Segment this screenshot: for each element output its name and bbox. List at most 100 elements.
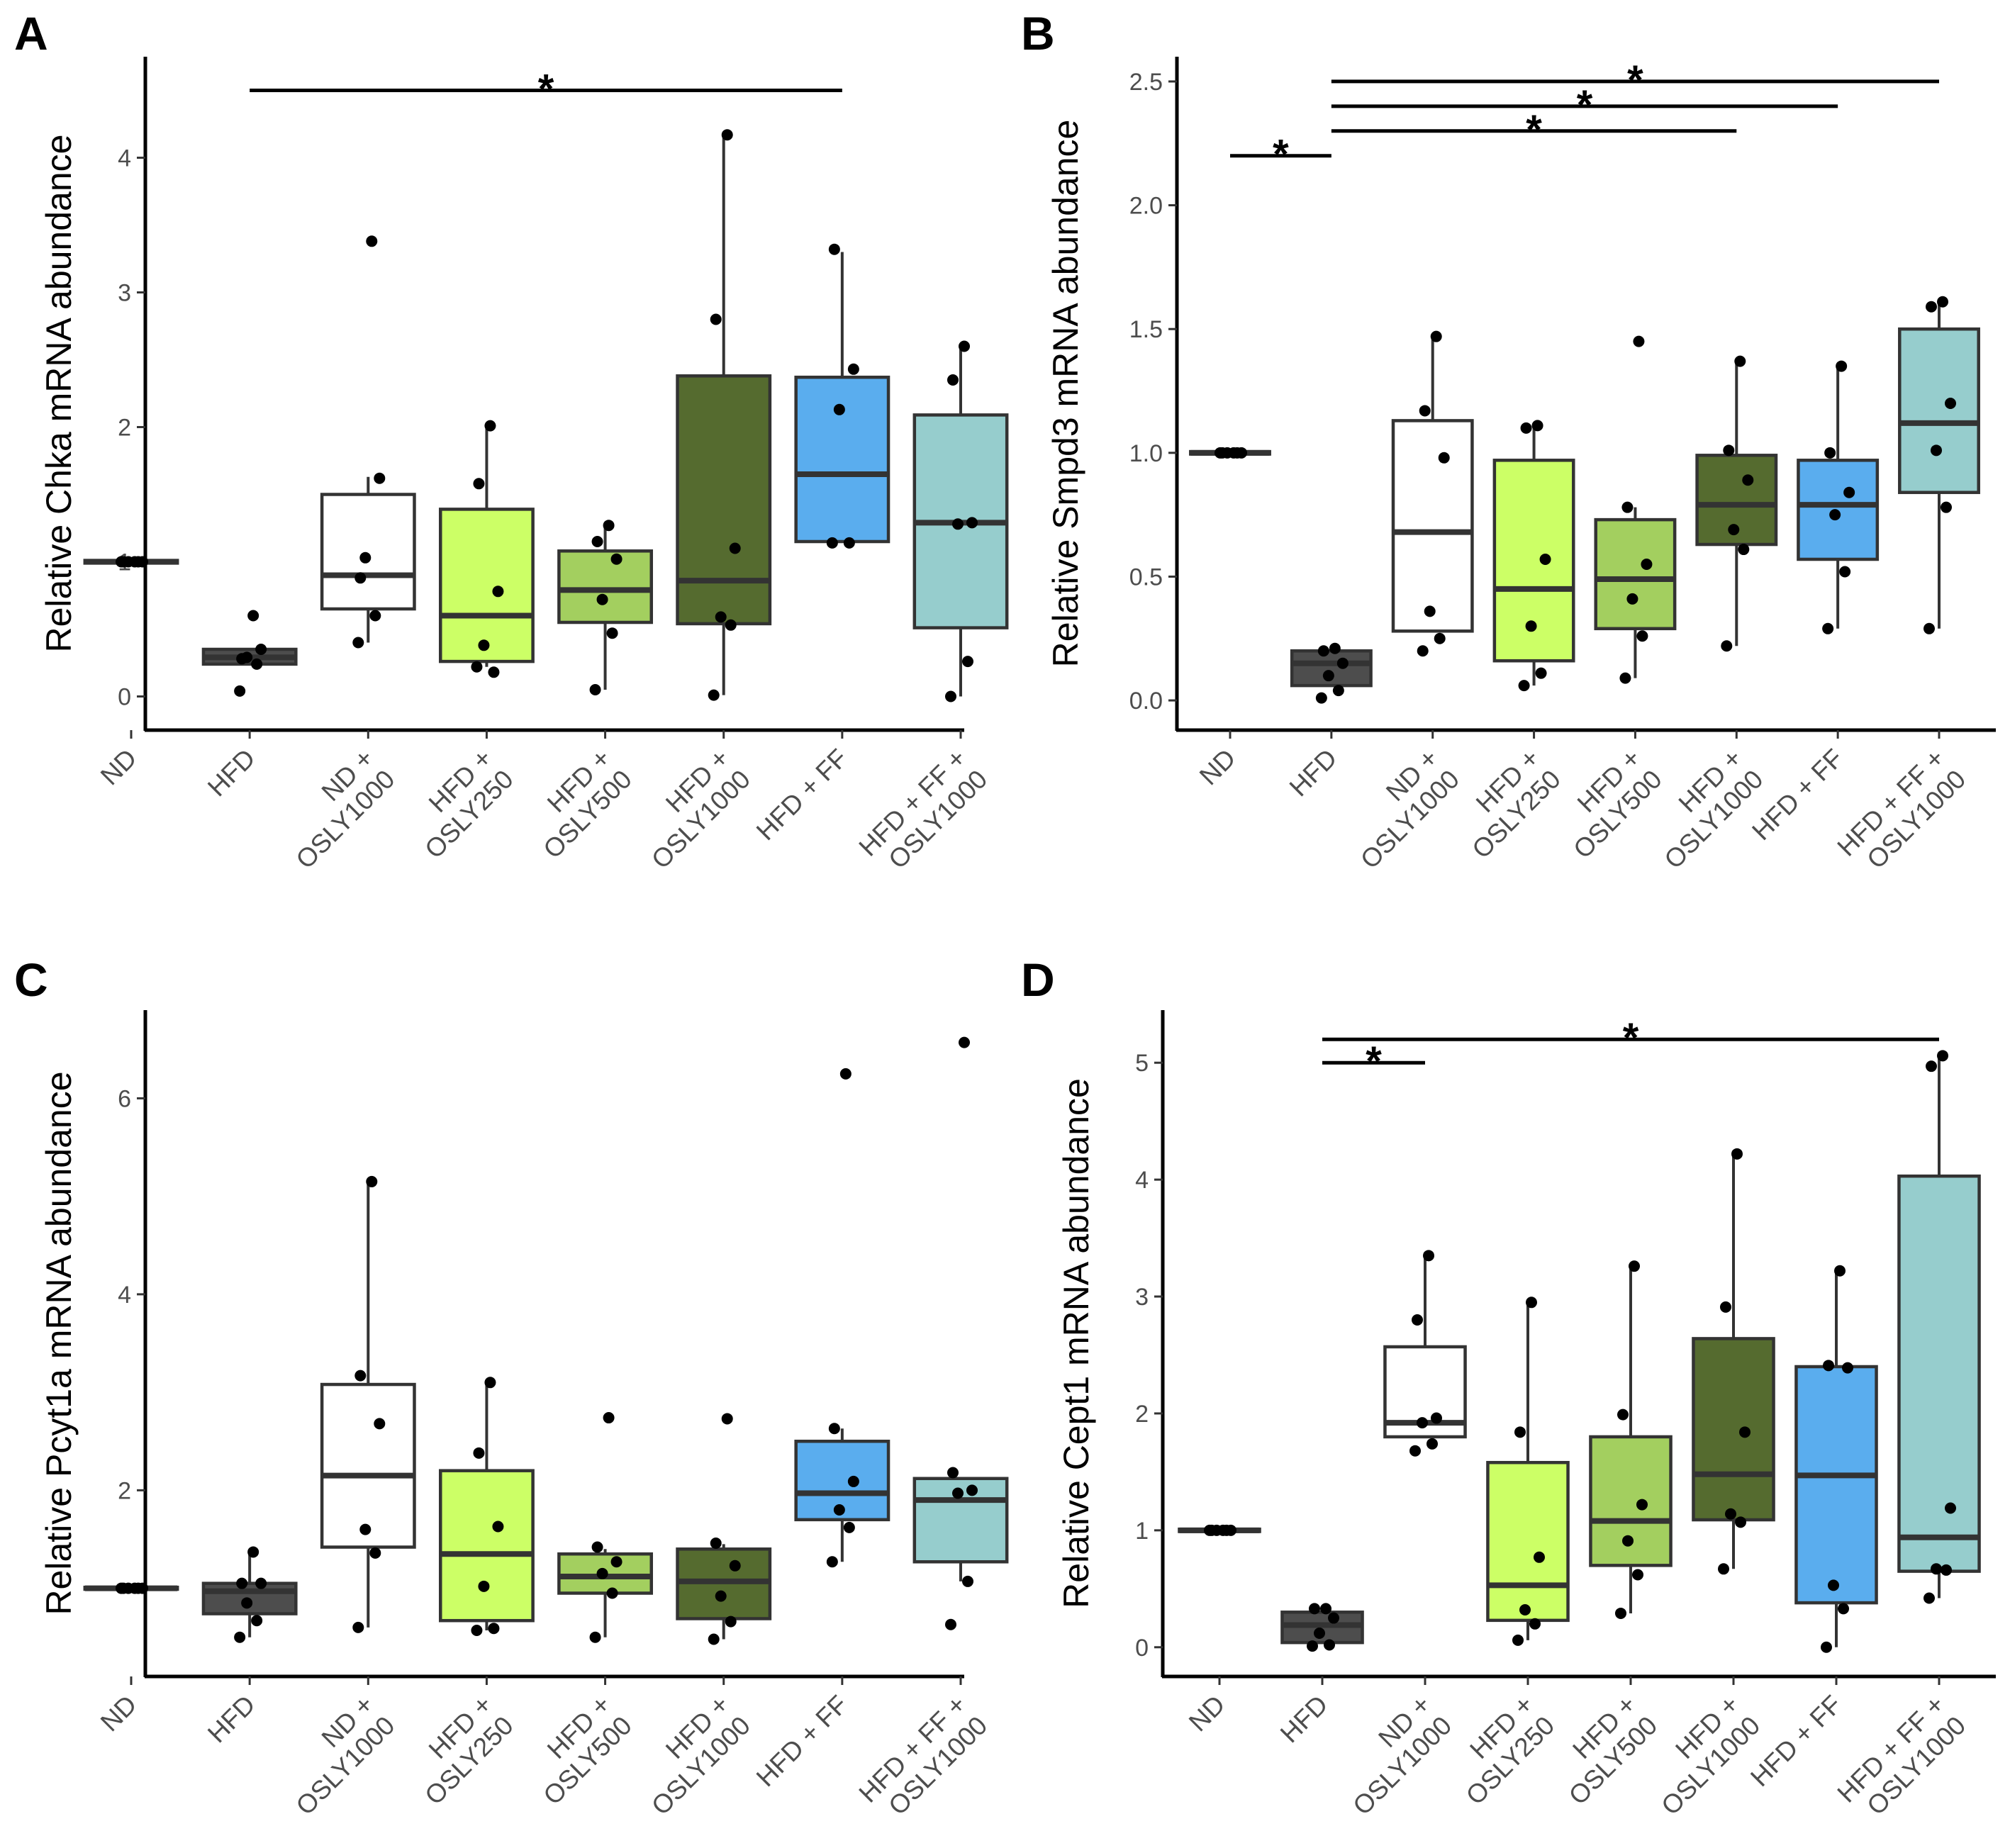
significance-star: * [538,67,554,113]
y-tick-label: 0.0 [1129,688,1163,715]
x-tick-label: ND +OSLY1000 [269,744,401,875]
data-point [826,1556,838,1568]
box-1: ND [83,556,179,790]
data-point [729,542,741,554]
data-point [1520,422,1532,434]
data-point [1332,685,1344,697]
data-point [1430,330,1442,342]
data-point [1839,566,1851,578]
data-point [1539,554,1551,566]
data-point [1217,1524,1229,1536]
data-point [1723,444,1735,457]
x-tick-label-line: ND [95,1690,143,1737]
y-tick-label: 6 [118,1085,131,1112]
data-point [1823,1360,1834,1372]
data-point [1529,1618,1541,1630]
box-8: HFD + FF +OSLY1000 [854,1036,1009,1820]
data-point [589,684,601,695]
box-8: HFD + FF +OSLY1000 [1832,296,1980,883]
data-point [488,666,500,678]
data-point [606,627,618,639]
y-tick-label: 1.0 [1129,440,1163,467]
significance-star: * [1273,132,1289,178]
x-tick-label: ND [1194,744,1241,791]
data-point [826,537,838,549]
data-point [952,1487,964,1499]
box-2: HFD [201,610,298,802]
data-point [1822,622,1834,634]
data-point [1615,1607,1626,1619]
data-point [591,536,603,547]
y-tick-label: 2 [118,1477,131,1504]
data-point [1329,642,1341,654]
x-tick-label: HFD +OSLY250 [398,744,519,864]
data-point [234,1631,246,1643]
data-point [1426,1438,1438,1450]
y-tick-label: 2.0 [1129,193,1163,220]
significance-star: * [1627,57,1643,103]
data-point [488,1623,500,1635]
data-point [478,1580,490,1592]
data-point [359,551,372,564]
data-point [1924,1592,1935,1604]
data-point [843,1521,855,1533]
x-tick-label: HFD + FF [751,1690,854,1793]
data-point [610,553,622,565]
x-tick-label: HFD +OSLY500 [517,744,637,864]
data-point [596,593,608,605]
x-tick-label: HFD + FF +OSLY1000 [1832,744,1972,883]
data-point [1217,447,1228,459]
x-tick-label: HFD +OSLY500 [517,1690,637,1810]
y-axis-label: Relative Chka mRNA abundance [39,135,79,653]
data-point [236,653,248,665]
box-body [1794,1365,1878,1605]
data-point [962,656,973,668]
data-point [1531,420,1543,432]
data-point [1534,1551,1545,1563]
y-tick-label: 0 [1135,1635,1149,1662]
box-body [1486,1460,1570,1623]
data-point [1424,605,1436,617]
data-point [603,1412,615,1424]
y-tick-label: 2 [118,415,131,442]
box-body [320,1382,416,1549]
box-5: HFD +OSLY500 [517,1412,654,1810]
data-point [1622,1535,1634,1547]
data-point [352,637,364,649]
data-point [1438,452,1450,464]
x-tick-label-line: HFD [202,744,261,802]
panel-letter: B [1021,7,1055,60]
data-point [118,1582,129,1594]
data-point [828,243,840,255]
data-point [1526,1297,1537,1309]
data-point [1824,447,1836,459]
box-body [320,493,416,611]
data-point [1838,1603,1849,1615]
box-4: HFD +OSLY250 [398,420,535,864]
box-6: HFD +OSLY1000 [646,1413,772,1820]
box-body [1594,517,1677,631]
data-point [1725,1508,1736,1520]
y-axis-label: Relative Cept1 mRNA abundance [1056,1078,1096,1608]
data-point [729,1559,741,1572]
significance-bar: * [1230,132,1331,178]
data-point [947,374,959,386]
significance-bar: * [1331,107,1737,153]
data-point [1225,1524,1236,1536]
x-tick-label: HFD +OSLY250 [398,1690,519,1810]
x-tick-label: HFD + FF [751,744,854,846]
box-body [557,1552,654,1595]
x-tick-label: HFD + FF +OSLY1000 [854,744,993,883]
data-point [1419,405,1431,417]
data-point [959,1036,970,1048]
box-body [438,508,535,663]
data-point [484,1377,496,1389]
box-5: HFD +OSLY500 [517,520,654,864]
data-point [847,363,859,375]
significance-star: * [1577,82,1593,128]
data-point [1931,444,1942,457]
panel-letter: A [14,7,48,60]
data-point [603,520,615,532]
data-point [966,517,978,529]
data-point [1423,1250,1434,1262]
